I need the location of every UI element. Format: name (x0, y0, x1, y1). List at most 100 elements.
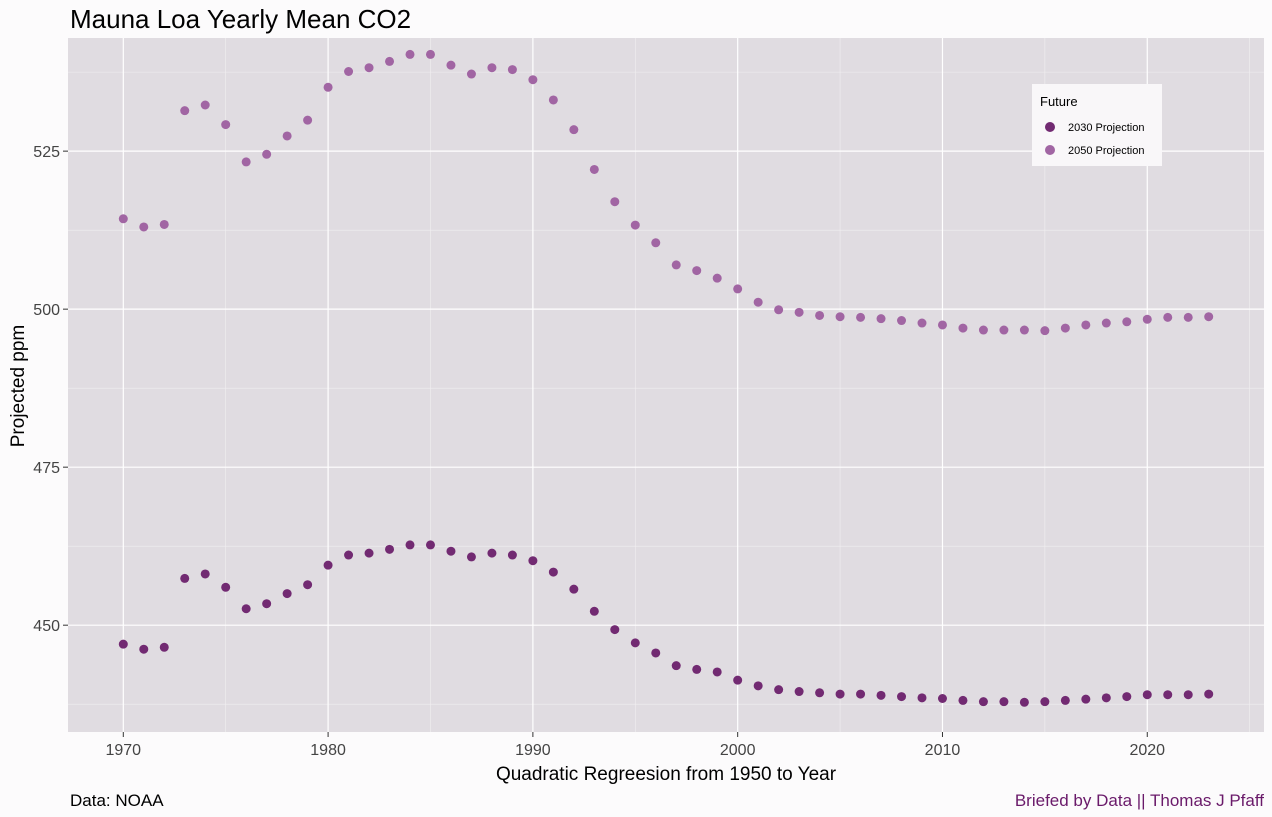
data-point (548, 567, 558, 577)
data-point (180, 573, 190, 583)
data-point (487, 548, 497, 558)
y-tick-label: 500 (33, 302, 60, 319)
data-point (159, 219, 169, 229)
data-point (118, 639, 128, 649)
data-point (385, 56, 395, 66)
data-point (446, 60, 456, 70)
legend-key-2030 (1045, 122, 1055, 132)
data-point (692, 266, 702, 276)
data-point (917, 318, 927, 328)
data-point (487, 63, 497, 73)
data-point (1204, 312, 1214, 322)
data-point (528, 556, 538, 566)
data-point (589, 164, 599, 174)
data-point (1183, 312, 1193, 322)
data-point (446, 546, 456, 556)
data-point (733, 675, 743, 685)
data-point (671, 661, 681, 671)
data-point (139, 644, 149, 654)
x-tick-label: 2020 (1129, 742, 1165, 759)
data-point (1081, 694, 1091, 704)
data-point (344, 66, 354, 76)
data-point (815, 688, 825, 698)
series-2050-projection (118, 49, 1214, 336)
data-point (323, 82, 333, 92)
data-point (241, 157, 251, 167)
y-tick-label: 525 (33, 144, 60, 161)
data-point (917, 693, 927, 703)
data-point (774, 685, 784, 695)
data-point (958, 323, 968, 333)
data-point (937, 694, 947, 704)
y-axis-ticks: 450 475 500 525 (33, 144, 68, 635)
chart-title: Mauna Loa Yearly Mean CO2 (70, 4, 411, 34)
data-point (1142, 690, 1152, 700)
data-point (978, 697, 988, 707)
legend-label-2050: 2050 Projection (1068, 145, 1144, 157)
data-point (1204, 689, 1214, 699)
data-point (200, 100, 210, 110)
data-point (856, 689, 866, 699)
x-tick-label: 2010 (925, 742, 961, 759)
series-2030-projection (118, 540, 1214, 707)
data-point (999, 697, 1009, 707)
data-point (425, 49, 435, 59)
data-point (180, 106, 190, 116)
x-tick-label: 1970 (105, 742, 141, 759)
data-point (1163, 312, 1173, 322)
data-point (651, 238, 661, 248)
data-point (159, 642, 169, 652)
data-point (856, 312, 866, 322)
data-point (385, 544, 395, 554)
data-point (364, 548, 374, 558)
y-axis-title: Projected ppm (8, 325, 29, 448)
data-point (1060, 695, 1070, 705)
data-point (364, 63, 374, 73)
x-tick-label: 1990 (515, 742, 551, 759)
data-point (815, 310, 825, 320)
data-point (507, 550, 517, 560)
data-point (774, 305, 784, 315)
data-point (221, 120, 231, 130)
data-point (1101, 318, 1111, 328)
data-point (262, 599, 272, 609)
data-point (1060, 323, 1070, 333)
data-point (323, 560, 333, 570)
y-tick-label: 475 (33, 460, 60, 477)
data-point (118, 214, 128, 224)
legend-label-2030: 2030 Projection (1068, 122, 1144, 134)
data-point (1019, 325, 1029, 335)
data-point (466, 552, 476, 562)
caption-source: Data: NOAA (70, 791, 164, 810)
data-point (651, 648, 661, 658)
data-point (344, 550, 354, 560)
data-point (241, 604, 251, 614)
data-point (405, 49, 415, 59)
data-point (1183, 690, 1193, 700)
data-point (610, 197, 620, 207)
data-points (118, 49, 1214, 707)
data-point (794, 307, 804, 317)
data-point (876, 690, 886, 700)
x-tick-label: 2000 (720, 742, 756, 759)
data-point (405, 540, 415, 550)
data-point (753, 297, 763, 307)
data-point (876, 314, 886, 324)
data-point (712, 667, 722, 677)
legend-key-2050 (1045, 145, 1055, 155)
data-point (282, 589, 292, 599)
data-point (221, 582, 231, 592)
data-point (282, 131, 292, 141)
data-point (671, 260, 681, 270)
data-point (1019, 697, 1029, 707)
data-point (692, 664, 702, 674)
data-point (303, 115, 313, 125)
data-point (630, 638, 640, 648)
data-point (978, 325, 988, 335)
data-point (794, 687, 804, 697)
data-point (897, 692, 907, 702)
x-axis-title: Quadratic Regreesion from 1950 to Year (496, 764, 837, 785)
x-tick-label: 1980 (310, 742, 346, 759)
data-point (262, 149, 272, 159)
data-point (610, 625, 620, 635)
